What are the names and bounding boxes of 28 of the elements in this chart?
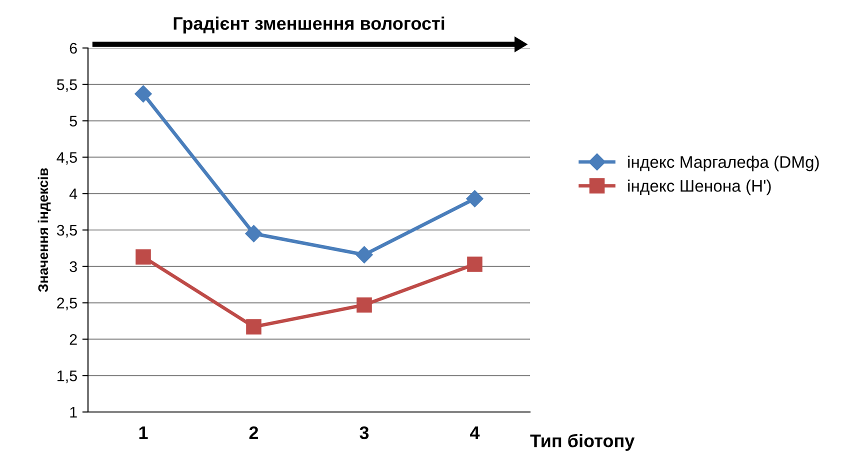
point [356,246,373,264]
point [467,256,482,272]
x-axis-title: Тип біотопу [530,434,635,451]
x-tick-label: 3 [360,426,369,440]
legend-label: індекс Шенона (H') [628,180,771,196]
y-tick-label: 5 [70,116,77,126]
y-tick-label: 3 [70,261,77,272]
point [134,85,152,102]
y-tick-label: 1 [70,407,77,418]
point [466,190,484,208]
y-axis-title: Значення індексів [38,168,51,292]
point [136,249,151,265]
legend-label: індекс Маргалефа (DMg) [628,156,819,172]
chart-title: Градієнт зменшення вологості [174,16,444,34]
y-tick-label: 5,5 [56,79,77,92]
y-tick-label: 2 [70,334,77,345]
point [245,225,262,242]
y-tick-label: 2,5 [57,298,77,310]
point [246,319,262,334]
y-tick-label: 1,5 [58,370,77,384]
y-tick-label: 4 [69,188,78,200]
y-tick-label: 4,5 [56,152,77,165]
y-tick-label: 3,5 [56,224,77,238]
point [356,297,372,313]
x-tick-label: 1 [139,426,148,439]
x-tick-label: 2 [249,426,258,439]
x-tick-label: 4 [470,426,480,439]
y-tick-label: 6 [70,42,77,54]
